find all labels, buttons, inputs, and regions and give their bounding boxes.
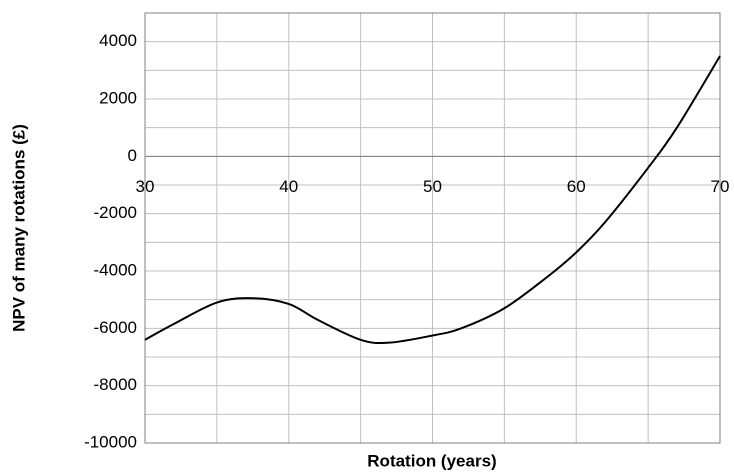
y-tick-label: -8000: [94, 375, 137, 394]
y-tick-label: -4000: [94, 260, 137, 279]
y-tick-label: -10000: [84, 432, 137, 451]
y-tick-label: 2000: [99, 88, 137, 107]
x-tick-label: 40: [279, 177, 298, 196]
y-tick-label: -6000: [94, 318, 137, 337]
y-tick-label: 4000: [99, 31, 137, 50]
y-tick-label: 0: [128, 146, 137, 165]
x-tick-label: 30: [136, 177, 155, 196]
x-tick-label: 60: [567, 177, 586, 196]
y-tick-label: -2000: [94, 203, 137, 222]
line-series: [144, 55, 721, 345]
x-tick-label: 50: [423, 177, 442, 196]
y-axis-title: NPV of many rotations (£): [9, 124, 28, 332]
x-tick-label: 70: [711, 177, 730, 196]
plot-frame: [144, 12, 721, 444]
x-axis-title: Rotation (years): [367, 451, 496, 470]
